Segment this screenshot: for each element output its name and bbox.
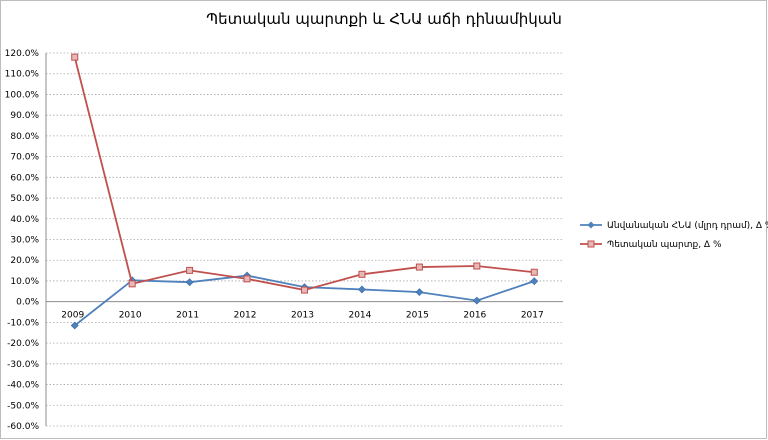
data-point-square (301, 286, 308, 294)
y-tick-label: 20.0% (10, 256, 39, 266)
x-axis: 2009 2010 2011 2012 2013 2014 2015 2016 2017 (46, 301, 563, 321)
y-tick-label: 60.0% (10, 173, 39, 183)
data-point-square (128, 280, 136, 288)
data-point-square (71, 53, 79, 61)
x-tick-label: 2017 (521, 311, 544, 321)
x-tick-label: 2011 (176, 311, 199, 321)
series-group (70, 53, 539, 330)
legend-label: Պետական պարտք, Δ % (607, 240, 722, 250)
y-tick-label: 90.0% (10, 111, 39, 121)
y-tick-label: -40.0% (7, 381, 39, 391)
data-point-square (358, 270, 366, 278)
data-point-diamond (185, 278, 194, 287)
data-point-square (530, 268, 538, 276)
data-point-diamond (358, 285, 366, 294)
data-point-square (415, 263, 423, 271)
y-tick-label: -10.0% (7, 318, 39, 328)
y-tick-label: 30.0% (10, 236, 39, 246)
y-axis: 120.0% 110.0% 100.0% 90.0% 80.0% 70.0% 60.0% 50… (5, 49, 47, 432)
x-tick-label: 2016 (463, 311, 486, 321)
x-tick-label: 2009 (61, 311, 84, 321)
data-point-square (243, 275, 251, 283)
y-tick-label: -20.0% (7, 339, 39, 349)
y-tick-label: 100.0% (5, 90, 40, 100)
y-tick-label: 0.0% (16, 298, 39, 308)
y-tick-label: 50.0% (10, 194, 39, 204)
y-tick-label: 110.0% (5, 70, 40, 80)
series-line-2 (73, 56, 535, 291)
y-tick-label: 80.0% (10, 132, 39, 142)
chart-title: Պետական պարտքի և ՀՆԱ աճի դինամիկան (206, 10, 562, 28)
data-point-diamond (472, 296, 481, 305)
gridlines (46, 52, 563, 427)
data-point-diamond (415, 288, 424, 297)
x-tick-label: 2012 (234, 311, 257, 321)
legend: Անվանական ՀՆԱ (մլրդ դրամ), Δ % Պետական պա… (580, 221, 768, 250)
x-tick-label: 2010 (119, 311, 142, 321)
legend-marker-diamond (587, 221, 595, 229)
legend-label: Անվանական ՀՆԱ (մլրդ դրամ), Δ % (607, 221, 768, 231)
data-point-diamond (530, 277, 539, 286)
y-tick-label: 40.0% (10, 215, 39, 225)
data-point-square (473, 262, 481, 270)
y-tick-label: -30.0% (7, 360, 39, 370)
y-tick-label: 10.0% (10, 277, 39, 287)
data-point-diamond (70, 321, 79, 330)
y-tick-label: -60.0% (7, 422, 39, 432)
y-tick-label: -50.0% (7, 401, 39, 411)
x-tick-label: 2015 (406, 311, 429, 321)
y-tick-label: 120.0% (5, 49, 40, 59)
legend-marker-square (587, 240, 595, 248)
x-tick-label: 2014 (348, 311, 371, 321)
data-point-square (186, 266, 194, 274)
x-tick-label: 2013 (291, 311, 314, 321)
y-tick-label: 70.0% (10, 153, 39, 163)
